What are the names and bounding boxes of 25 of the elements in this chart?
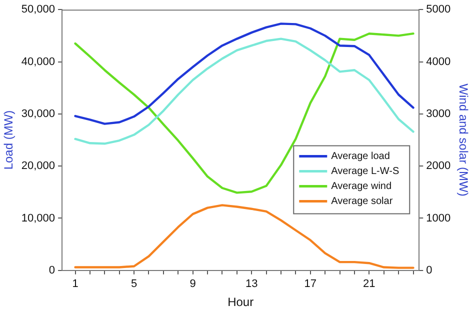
- y-tick-label: 50,000: [21, 4, 56, 16]
- x-tick-label: 13: [245, 278, 258, 290]
- legend-label: Average load: [331, 150, 390, 162]
- y2-tick-label: 2000: [426, 160, 451, 172]
- y2-tick-label: 0: [426, 264, 432, 276]
- y2-tick-label: 5000: [426, 4, 451, 16]
- y2-tick-label: 4000: [426, 56, 451, 68]
- x-tick-label: 9: [190, 278, 196, 290]
- y2-tick-label: 3000: [426, 108, 451, 120]
- y-tick-label: 40,000: [21, 56, 56, 68]
- y-tick-label: 10,000: [21, 212, 56, 224]
- x-tick-label: 5: [130, 278, 138, 290]
- y2-tick-label: 1000: [426, 212, 451, 224]
- y2-axis-title: Wind and solar (MW): [456, 84, 470, 196]
- y-tick-label: 30,000: [21, 108, 56, 120]
- x-axis-title: Hour: [228, 295, 254, 310]
- x-tick-label: 21: [363, 278, 376, 290]
- y-tick-label: 0: [48, 264, 56, 276]
- y-tick-label: 20,000: [21, 160, 56, 172]
- legend-label: Average wind: [331, 180, 392, 192]
- legend-label: Average L-W-S: [331, 166, 400, 177]
- y-axis-title: Load (MW): [2, 110, 16, 170]
- x-tick-label: 17: [304, 278, 317, 290]
- legend-label: Average solar: [331, 196, 394, 207]
- x-tick-label: 1: [72, 278, 78, 290]
